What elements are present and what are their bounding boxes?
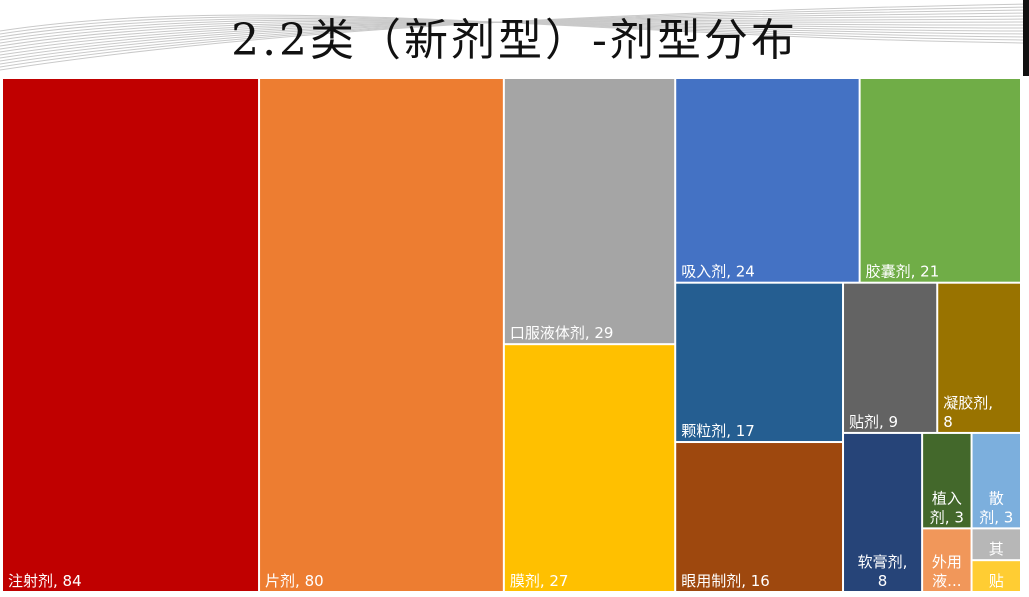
treemap-cell: 胶囊剂, 21 (860, 79, 1020, 282)
treemap-chart: 注射剂, 84 片剂, 80 口服液体剂, 29 膜剂, 27 吸入剂, 24 胶囊剂, … (3, 79, 1020, 591)
treemap-label: 贴 (989, 572, 1004, 590)
title-bar: 2.2类（新剂型）-剂型分布 (0, 0, 1029, 76)
treemap-label: 膜剂, 27 (510, 572, 569, 590)
treemap-label: 贴剂, 9 (849, 413, 898, 431)
treemap-label: 散 (989, 489, 1004, 507)
decorative-lines (0, 3, 1029, 71)
treemap-cell: 眼用制剂, 16 (676, 443, 843, 591)
treemap-rect (938, 283, 1020, 432)
treemap-cell: 其 (972, 529, 1020, 560)
treemap-cell: 外用液... (923, 529, 971, 591)
treemap-rect (504, 345, 675, 591)
treemap-label: 注射剂, 84 (8, 572, 82, 590)
treemap-label: 胶囊剂, 21 (866, 263, 940, 281)
treemap-rect (844, 433, 922, 591)
treemap-rect (972, 561, 1020, 591)
decorative-line (0, 14, 1029, 44)
treemap-cell: 口服液体剂, 29 (504, 79, 675, 344)
treemap-label: 液... (932, 572, 961, 590)
chart-area: 注射剂, 84 片剂, 80 口服液体剂, 29 膜剂, 27 吸入剂, 24 胶囊剂, … (0, 76, 1029, 597)
treemap-cell: 凝胶剂,8 (938, 283, 1020, 432)
treemap-label: 植入 (932, 489, 962, 507)
treemap-label: 口服液体剂, 29 (510, 324, 614, 342)
treemap-label: 凝胶剂, (943, 394, 993, 412)
treemap-cell: 吸入剂, 24 (676, 79, 859, 282)
treemap-rect (923, 529, 971, 591)
treemap-cell: 软膏剂,8 (844, 433, 922, 591)
treemap-rect (676, 79, 859, 282)
treemap-cell: 颗粒剂, 17 (676, 283, 843, 442)
treemap-rect (860, 79, 1020, 282)
page-title: 2.2类（新剂型）-剂型分布 (231, 15, 798, 66)
treemap-rect (972, 433, 1020, 528)
treemap-rect (972, 529, 1020, 560)
treemap-cell: 贴剂, 9 (844, 283, 937, 432)
treemap-cell: 膜剂, 27 (504, 345, 675, 591)
treemap-cell: 片剂, 80 (260, 79, 503, 591)
treemap-rect (3, 79, 259, 591)
treemap-label: 软膏剂, (858, 553, 908, 571)
treemap-label: 8 (878, 572, 888, 590)
treemap-rect (260, 79, 503, 591)
treemap-label: 其 (989, 540, 1004, 558)
treemap-label: 外用 (932, 553, 962, 571)
treemap-cell: 贴 (972, 561, 1020, 591)
treemap-rect (844, 283, 937, 432)
treemap-label: 片剂, 80 (265, 572, 324, 590)
treemap-rect (676, 283, 843, 442)
treemap-label: 剂, 3 (930, 508, 964, 526)
treemap-label: 吸入剂, 24 (681, 263, 755, 281)
treemap-rect (676, 443, 843, 591)
right-edge-bar (1023, 0, 1029, 76)
treemap-cell: 植入剂, 3 (923, 433, 971, 528)
treemap-label: 8 (943, 413, 953, 431)
treemap-rect (504, 79, 675, 344)
treemap-cell: 散剂, 3 (972, 433, 1020, 528)
treemap-label: 眼用制剂, 16 (681, 572, 770, 590)
treemap-label: 颗粒剂, 17 (681, 422, 755, 440)
treemap-cell: 注射剂, 84 (3, 79, 259, 591)
treemap-label: 剂, 3 (979, 508, 1013, 526)
treemap-rect (923, 433, 971, 528)
